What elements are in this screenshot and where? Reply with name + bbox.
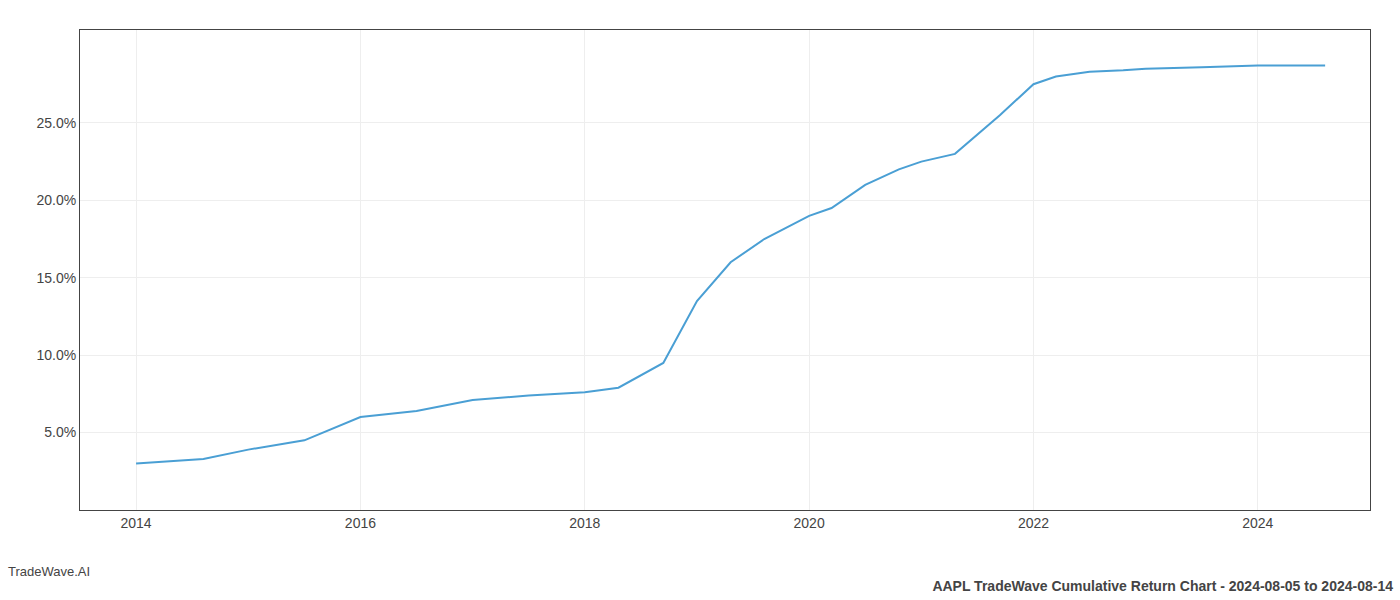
svg-text:20.0%: 20.0% — [36, 192, 76, 208]
svg-text:2016: 2016 — [345, 515, 376, 531]
svg-text:2022: 2022 — [1018, 515, 1049, 531]
svg-text:2020: 2020 — [794, 515, 825, 531]
svg-text:2024: 2024 — [1242, 515, 1273, 531]
svg-text:AAPL TradeWave Cumulative Retu: AAPL TradeWave Cumulative Return Chart -… — [932, 578, 1393, 594]
svg-text:2018: 2018 — [569, 515, 600, 531]
svg-text:25.0%: 25.0% — [36, 115, 76, 131]
svg-text:TradeWave.AI: TradeWave.AI — [8, 564, 90, 579]
svg-text:10.0%: 10.0% — [36, 347, 76, 363]
svg-text:5.0%: 5.0% — [44, 424, 76, 440]
svg-text:15.0%: 15.0% — [36, 270, 76, 286]
svg-text:2014: 2014 — [121, 515, 152, 531]
